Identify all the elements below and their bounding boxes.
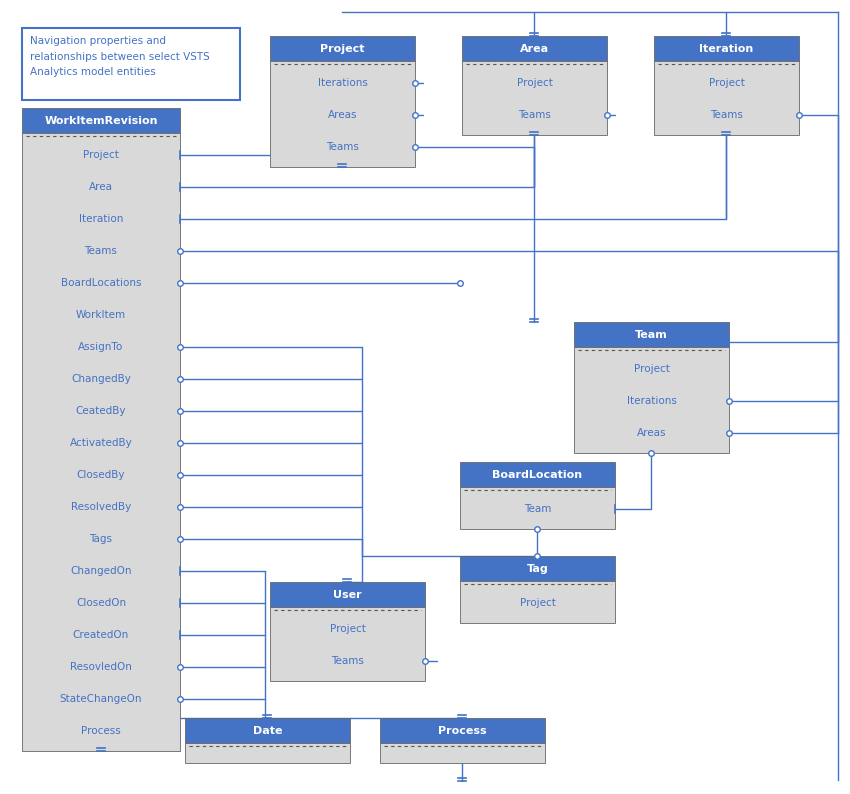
Bar [462,61,607,135]
Text: Project: Project [320,44,365,53]
Text: Teams: Teams [710,110,743,120]
Text: StateChangeOn: StateChangeOn [60,694,142,704]
Bar [654,61,799,135]
Text: Project: Project [83,150,119,160]
Text: Process: Process [439,726,487,735]
Text: Team: Team [635,330,668,340]
Bar [270,607,425,681]
Bar [270,36,415,61]
Text: Tag: Tag [527,564,548,573]
Text: BoardLocations: BoardLocations [60,278,141,288]
Bar [654,36,799,61]
Bar [574,347,729,453]
Text: Areas: Areas [328,110,357,120]
Bar [270,582,425,607]
Bar [462,36,607,61]
Text: Navigation properties and
relationships between select VSTS
Analytics model enti: Navigation properties and relationships … [30,36,210,77]
Text: AssignTo: AssignTo [78,342,123,352]
Text: Iterations: Iterations [626,396,677,406]
Text: CreatedOn: CreatedOn [73,630,129,640]
Bar [460,487,615,529]
Bar [460,556,615,581]
Text: ResolvedBy: ResolvedBy [71,502,131,512]
Bar [22,133,180,751]
Text: WorkItem: WorkItem [76,310,126,320]
Bar [185,718,350,743]
Text: Area: Area [89,182,113,192]
Text: WorkItemRevision: WorkItemRevision [44,115,158,125]
Text: ChangedOn: ChangedOn [71,566,132,576]
Bar [380,743,545,763]
Bar [574,322,729,347]
Text: Project: Project [709,78,745,88]
Text: Process: Process [81,726,121,736]
Text: Iteration: Iteration [700,44,754,53]
Bar [460,462,615,487]
Text: Project: Project [517,78,552,88]
Text: Areas: Areas [637,428,666,438]
Bar [380,718,545,743]
Text: Teams: Teams [331,656,364,666]
Text: ClosedBy: ClosedBy [76,470,125,480]
Text: Project: Project [519,598,555,608]
Text: ResovledOn: ResovledOn [70,662,132,672]
Bar [22,28,240,100]
Text: Tags: Tags [89,534,112,544]
Text: CeatedBy: CeatedBy [76,406,127,416]
Bar [185,743,350,763]
Text: ActivatedBy: ActivatedBy [70,438,133,448]
Text: Area: Area [520,44,549,53]
Text: Teams: Teams [518,110,551,120]
Text: Teams: Teams [84,246,117,256]
Text: Iteration: Iteration [79,214,123,224]
Text: Iterations: Iterations [318,78,367,88]
Text: Project: Project [633,364,670,374]
Text: Project: Project [330,624,366,634]
Bar [22,108,180,133]
Bar [270,61,415,167]
Text: User: User [333,589,362,599]
Text: Date: Date [252,726,282,735]
Bar [460,581,615,623]
Text: BoardLocation: BoardLocation [492,469,582,480]
Text: ChangedBy: ChangedBy [71,374,131,384]
Text: Teams: Teams [326,142,359,152]
Text: ClosedOn: ClosedOn [76,598,126,608]
Text: Team: Team [524,504,551,514]
